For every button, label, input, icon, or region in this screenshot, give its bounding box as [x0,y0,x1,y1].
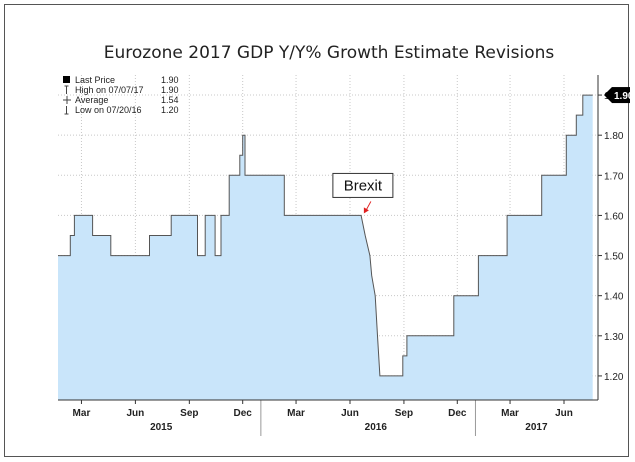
y-tick-label: 1.60 [604,211,624,222]
legend-value: 1.90 [161,75,179,85]
x-tick-label: Mar [287,408,305,419]
legend: Last Price 1.90 High on 07/07/17 1.90 Averag… [63,75,179,115]
series-area [58,95,593,400]
last-price-arrow-icon [604,87,612,104]
annotations: Brexit [332,172,394,214]
legend-value: 1.20 [161,105,179,115]
x-year-label: 2016 [365,422,388,433]
x-tick-label: Mar [501,408,519,419]
x-tick-label: Dec [448,408,467,419]
annotation-arrow-head [363,207,369,214]
chart-canvas: Eurozone 2017 GDP Y/Y% Growth Estimate R… [58,43,630,436]
series-line [58,94,593,377]
y-tick-label: 1.30 [604,332,624,343]
x-tick-label: Dec [234,408,253,419]
y-tick-label: 1.40 [604,292,624,303]
last-price-label: 1.90 [614,91,630,102]
legend-label: Average [75,95,108,105]
y-tick-label: 1.80 [604,131,624,142]
axes [58,75,602,436]
y-axis-ticks: 1.201.301.401.501.601.701.801.90 [604,91,624,383]
legend-value: 1.54 [161,95,179,105]
legend-label: Last Price [75,75,115,85]
x-tick-label: Sep [395,408,413,419]
legend-value: 1.90 [161,85,179,95]
legend-square-icon [63,76,70,83]
annotation-box [332,172,394,198]
annotation-label: Brexit [344,177,383,194]
last-price-box [612,87,630,104]
x-year-label: 2017 [525,422,548,433]
x-year-label: 2015 [150,422,173,433]
y-tick-label: 1.70 [604,171,624,182]
legend-label: High on 07/07/17 [75,85,144,95]
chart-frame: Eurozone 2017 GDP Y/Y% Growth Estimate R… [4,4,630,457]
x-tick-label: Sep [180,408,198,419]
x-tick-label: Mar [73,408,91,419]
legend-label: Low on 07/20/16 [75,105,142,115]
x-tick-label: Jun [555,408,573,419]
y-tick-label: 1.50 [604,252,624,263]
chart-title: Eurozone 2017 GDP Y/Y% Growth Estimate R… [104,43,555,63]
y-tick-label: 1.20 [604,372,624,383]
series-layer [58,94,593,400]
x-axis-ticks: Mar Jun Sep Dec Mar Jun Sep Dec Mar Jun 2015 2016 20… [73,408,573,433]
x-tick-label: Jun [127,408,145,419]
last-price-marker: 1.90 [604,87,630,104]
x-tick-label: Jun [341,408,359,419]
